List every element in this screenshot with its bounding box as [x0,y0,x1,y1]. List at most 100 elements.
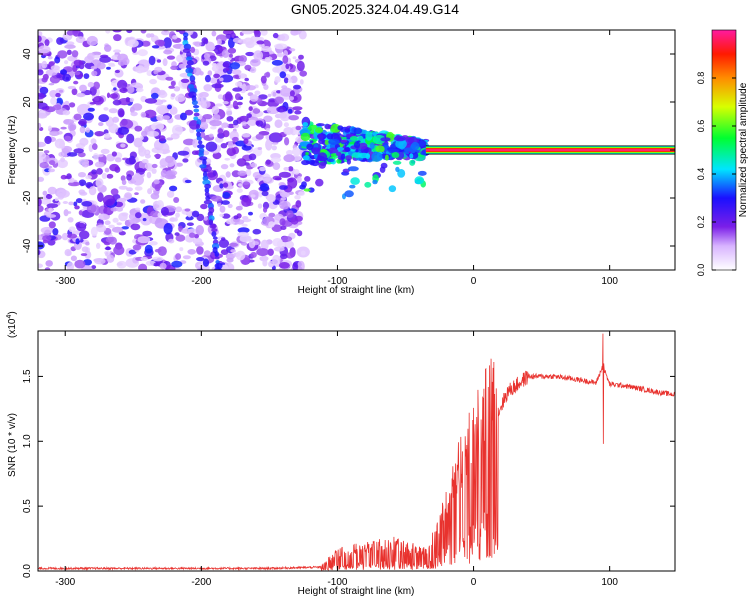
y-tick-label: 0.0 [22,564,33,578]
noise-blob [144,244,153,254]
noise-blob [242,218,252,223]
noise-blob [288,166,294,172]
noise-blob [264,72,270,78]
noise-blob [52,228,59,236]
noise-blob [270,157,282,163]
noise-blob [154,248,162,253]
noise-blob [156,115,164,121]
noise-blob [41,77,48,83]
noise-blob [171,260,183,268]
noise-blob [105,252,109,257]
noise-blob [108,224,115,229]
noise-blob [248,106,253,112]
noise-blob [38,45,51,54]
signal-blob [315,158,319,164]
streak-blob [196,136,202,141]
noise-blob [237,231,250,237]
noise-blob [266,194,276,203]
noise-blob [189,232,196,238]
noise-blob [172,35,178,40]
x-tick-label: -100 [327,276,347,287]
noise-blob [276,53,282,57]
noise-blob [187,211,192,218]
noise-blob [272,91,277,97]
noise-blob [158,135,166,142]
noise-blob [292,262,299,270]
signal-blob [395,166,400,172]
colorbar-tick-label: 0.6 [696,120,706,133]
y-tick-label: 0.5 [22,499,33,513]
noise-blob [38,112,48,119]
noise-blob [135,212,142,219]
noise-blob [185,215,194,221]
noise-blob [225,67,230,71]
noise-blob [192,138,198,148]
noise-blob [296,60,305,72]
noise-blob [175,94,186,103]
noise-blob [79,84,87,92]
noise-blob [72,230,82,235]
noise-blob [76,92,86,98]
noise-blob [79,137,89,146]
noise-blob [114,157,122,163]
streak-blob [193,105,200,109]
noise-blob [222,101,229,105]
noise-blob [268,221,275,228]
noise-blob [126,133,135,144]
noise-blob [232,136,239,142]
noise-blob [127,39,139,48]
noise-blob [39,86,49,95]
noise-blob [104,220,111,225]
noise-blob [78,210,83,216]
streak-blob [193,112,200,117]
noise-blob [144,109,157,119]
noise-blob [271,142,279,145]
noise-blob [248,239,256,249]
noise-blob [287,79,293,83]
noise-blob [140,199,146,204]
noise-blob [44,267,51,270]
noise-blob [58,89,64,93]
signal-blob [301,181,307,188]
noise-blob [46,203,59,209]
noise-blob [220,143,228,149]
signal-blob [341,136,347,140]
signal-blob [300,132,311,142]
noise-blob [157,212,163,218]
noise-blob [66,30,74,36]
noise-blob [60,126,67,130]
signal-blob [340,153,346,160]
noise-blob [211,83,224,89]
noise-blob [134,186,143,191]
noise-blob [148,55,156,66]
noise-blob [152,256,164,262]
noise-blob [233,218,240,223]
noise-blob [64,135,72,142]
noise-blob [209,119,222,127]
noise-blob [230,249,237,253]
colorbar-tick-label: 0.8 [696,72,706,85]
noise-blob [285,63,290,70]
noise-blob [66,262,75,270]
signal-blob [344,147,351,152]
noise-blob [118,185,128,190]
noise-blob [49,160,56,166]
noise-blob [289,96,294,101]
noise-blob [170,93,176,97]
noise-blob [177,150,190,156]
noise-blob [150,192,160,200]
noise-blob [42,190,48,196]
noise-blob [180,112,187,121]
noise-blob [226,147,236,157]
signal-blob [410,142,420,151]
noise-blob [173,86,181,92]
noise-blob [184,179,192,184]
noise-blob [268,260,275,268]
noise-blob [52,104,62,111]
noise-blob [144,163,150,170]
noise-blob [45,260,53,266]
noise-blob [38,92,46,100]
noise-blob [165,155,174,164]
